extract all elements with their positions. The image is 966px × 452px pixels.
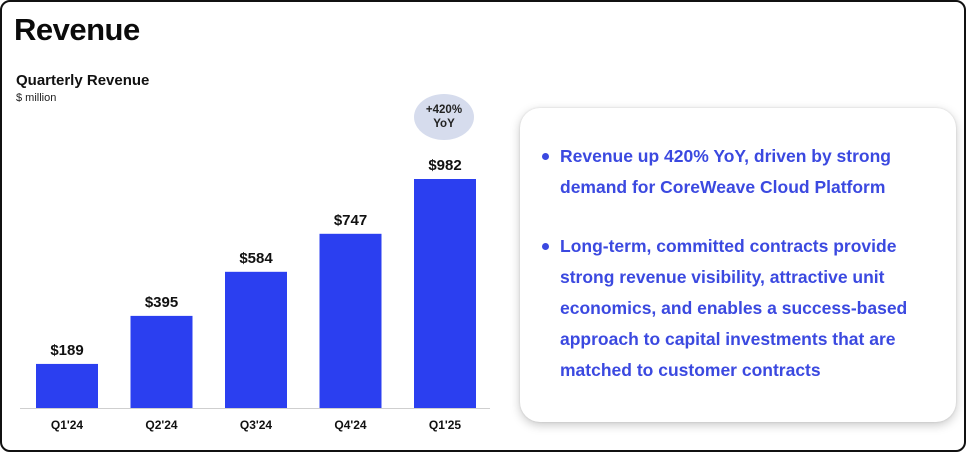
x-tick-label: Q3'24	[240, 418, 273, 432]
bullet-dot-icon	[542, 243, 549, 250]
bar-value-label: $395	[145, 294, 178, 311]
chart-title: Quarterly Revenue	[16, 72, 150, 89]
yoy-growth-badge: +420% YoY	[414, 94, 474, 140]
x-tick-label: Q1'24	[51, 418, 84, 432]
chart-subtitle: $ million	[16, 92, 57, 104]
x-tick-label: Q4'24	[334, 418, 367, 432]
highlight-bullet: Long-term, committed contracts provide s…	[542, 231, 932, 386]
bar-Q4'24	[319, 233, 382, 408]
x-tick-label: Q1'25	[429, 418, 462, 432]
bullet-dot-icon	[542, 153, 549, 160]
bar-value-label: $982	[428, 157, 461, 174]
bar-Q3'24	[225, 271, 287, 408]
page-title: Revenue	[14, 12, 140, 47]
bar-value-label: $747	[334, 212, 367, 229]
x-tick-label: Q2'24	[145, 418, 178, 432]
bar-Q1'24	[36, 363, 98, 408]
revenue-bar-chart: $189 Q1'24 $395 Q2'24 $584 Q3'24 $747 Q4'24 $982…	[20, 157, 490, 432]
yoy-growth-label: YoY	[433, 118, 455, 130]
bar-Q1'25	[414, 179, 476, 408]
highlight-text: Revenue up 420% YoY, driven by strong de…	[560, 146, 891, 197]
yoy-growth-value: +420%	[425, 104, 463, 116]
bar-value-label: $584	[239, 250, 273, 267]
highlights-panel: Revenue up 420% YoY, driven by strong de…	[520, 108, 956, 422]
highlight-bullet: Revenue up 420% YoY, driven by strong de…	[542, 141, 932, 203]
bar-value-label: $189	[50, 342, 83, 359]
bar-Q2'24	[130, 315, 193, 408]
highlight-text: Long-term, committed contracts provide s…	[560, 236, 908, 380]
